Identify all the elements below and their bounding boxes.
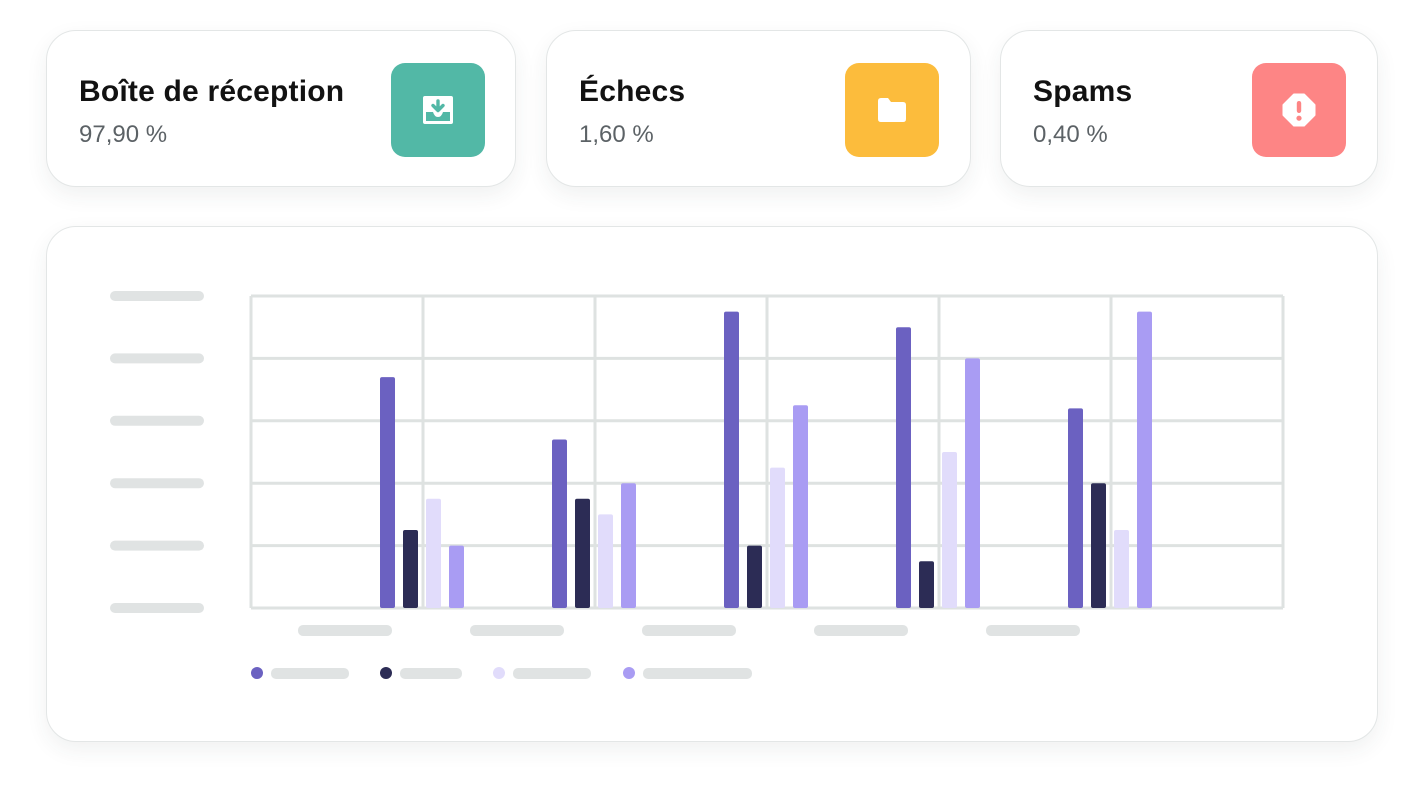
alert-icon bbox=[1252, 63, 1346, 157]
inbox-download-icon bbox=[391, 63, 485, 157]
legend-label-placeholder bbox=[271, 668, 349, 679]
stat-title: Échecs bbox=[579, 75, 686, 108]
legend-marker bbox=[251, 667, 263, 679]
bar bbox=[942, 452, 957, 608]
bar bbox=[747, 545, 762, 608]
bar bbox=[770, 467, 785, 608]
y-tick-label-placeholder bbox=[110, 415, 204, 426]
x-tick-label-placeholder bbox=[470, 625, 564, 636]
x-tick-label-placeholder bbox=[814, 625, 908, 636]
legend-marker bbox=[623, 667, 635, 679]
bar bbox=[1068, 408, 1083, 608]
bar bbox=[380, 377, 395, 608]
legend-marker bbox=[493, 667, 505, 679]
x-tick-label-placeholder bbox=[986, 625, 1080, 636]
x-tick-label-placeholder bbox=[642, 625, 736, 636]
bar bbox=[1137, 311, 1152, 608]
stat-value: 0,40 % bbox=[1033, 121, 1108, 148]
bar bbox=[575, 498, 590, 608]
stat-title: Boîte de réception bbox=[79, 75, 345, 108]
x-tick-label-placeholder bbox=[298, 625, 392, 636]
stat-value: 97,90 % bbox=[79, 121, 168, 148]
legend-label-placeholder bbox=[400, 668, 462, 679]
chart-card bbox=[46, 226, 1378, 742]
y-tick-label-placeholder bbox=[110, 291, 204, 301]
legend-label-placeholder bbox=[643, 668, 752, 679]
y-tick-label-placeholder bbox=[110, 478, 204, 489]
bar-chart bbox=[110, 291, 1285, 679]
stat-title: Spams bbox=[1033, 75, 1133, 108]
bar bbox=[919, 561, 934, 608]
stat-card-inbox: Boîte de réception 97,90 % bbox=[46, 30, 516, 187]
y-tick-label-placeholder bbox=[110, 353, 204, 364]
bar bbox=[1091, 483, 1106, 608]
stat-card-spams: Spams 0,40 % bbox=[1000, 30, 1378, 187]
y-tick-label-placeholder bbox=[110, 540, 204, 551]
bar bbox=[552, 439, 567, 608]
bar bbox=[598, 514, 613, 608]
legend-label-placeholder bbox=[513, 668, 591, 679]
bar bbox=[621, 483, 636, 608]
bar bbox=[449, 545, 464, 608]
y-tick-label-placeholder bbox=[110, 603, 204, 613]
bar bbox=[426, 498, 441, 608]
bar bbox=[896, 327, 911, 608]
bar bbox=[965, 358, 980, 608]
bar bbox=[403, 530, 418, 608]
folder-icon bbox=[845, 63, 939, 157]
legend-marker bbox=[380, 667, 392, 679]
bar bbox=[793, 405, 808, 608]
bar bbox=[724, 311, 739, 608]
bar bbox=[1114, 530, 1129, 608]
stat-value: 1,60 % bbox=[579, 121, 654, 148]
stat-card-failures: Échecs 1,60 % bbox=[546, 30, 971, 187]
